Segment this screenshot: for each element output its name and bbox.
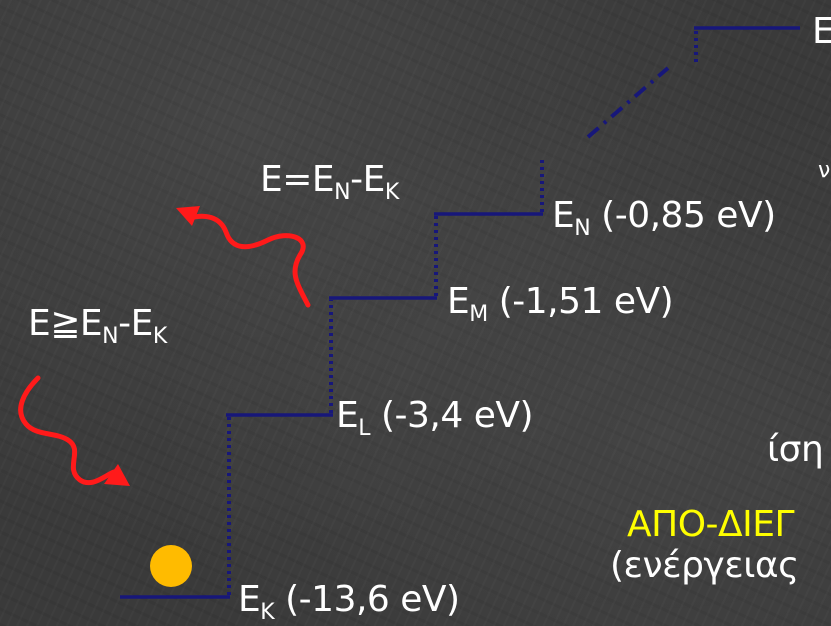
label-level-top: E: [812, 11, 831, 52]
label-level-l: EL (-3,4 eV): [336, 395, 534, 441]
absorbed-photon-energy-label: E≧EN-EK: [28, 303, 167, 349]
right-text-partial-3: (ενέργειας: [610, 545, 799, 586]
continuation-dash-dot: [586, 66, 670, 139]
label-level-k: EK (-13,6 eV): [238, 579, 460, 625]
emitted-photon-arrow: [176, 206, 311, 308]
emitted-photon-energy-label: E=EN-EK: [260, 159, 399, 205]
label-level-n: EN (-0,85 eV): [552, 195, 776, 241]
right-text-partial-1: ίση: [767, 429, 824, 470]
absorbed-photon-arrow: [18, 375, 130, 486]
electron: [150, 545, 192, 587]
right-text-partial-4: ν: [818, 158, 830, 183]
label-level-m: EM (-1,51 eV): [447, 281, 674, 327]
right-text-partial-2: ΑΠΟ-ΔΙΕΓ: [627, 504, 795, 545]
